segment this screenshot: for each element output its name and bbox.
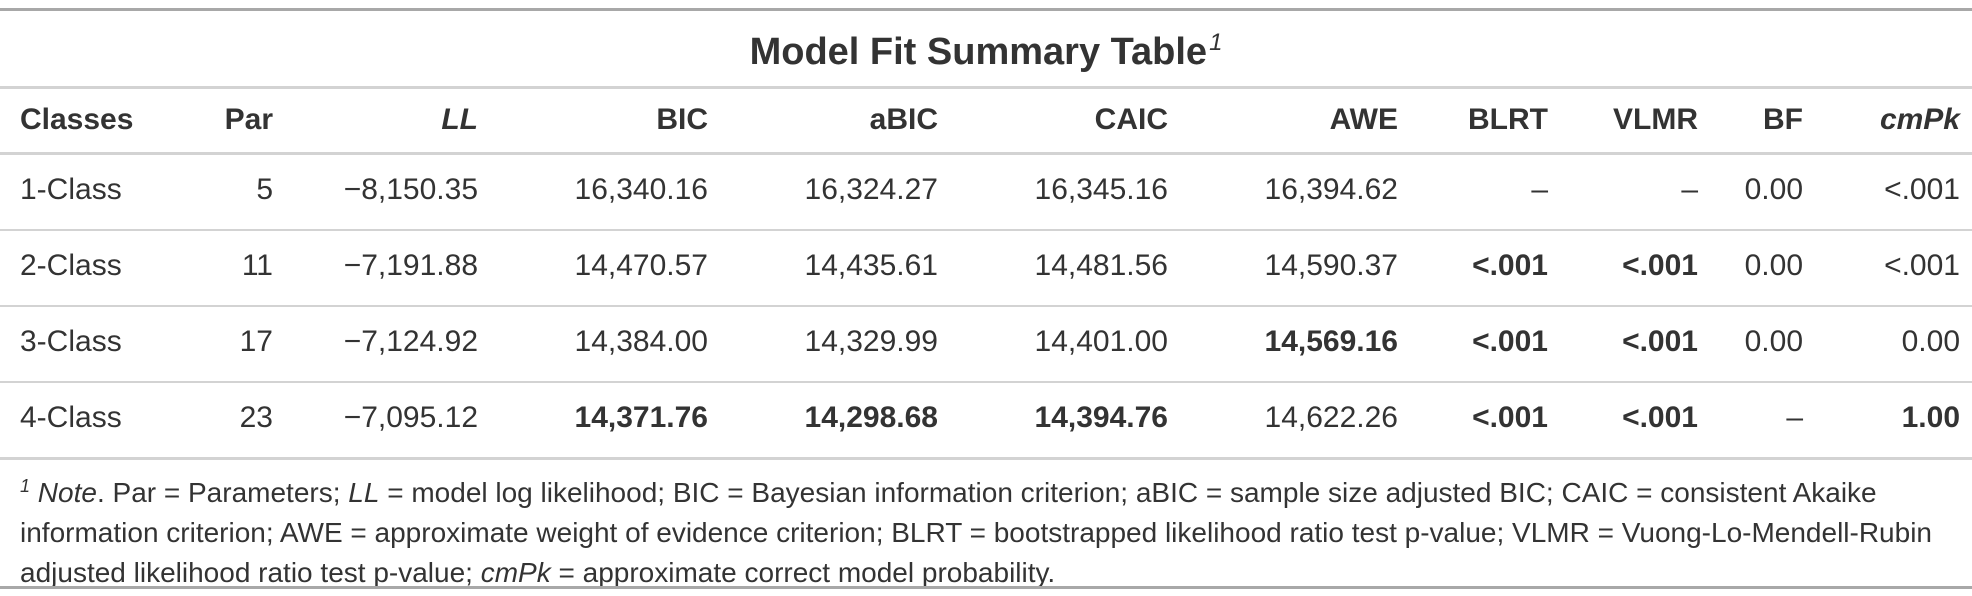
cell-abic: 14,435.61 [804, 249, 938, 282]
cell-awe: 14,622.26 [1264, 401, 1398, 434]
cell-vlmr: – [1681, 173, 1698, 206]
cell-abic: 16,324.27 [804, 173, 938, 206]
cell-vlmr: <.001 [1622, 401, 1698, 434]
cell-cmpk: 1.00 [1901, 401, 1960, 434]
cell-ll: −7,095.12 [343, 401, 478, 434]
body-bottom-divider [0, 457, 1972, 460]
cell-par: 23 [239, 401, 273, 434]
note-text-3: = approximate correct model probability. [550, 557, 1056, 588]
cell-awe: 14,590.37 [1264, 249, 1398, 282]
header-divider [0, 152, 1972, 155]
cell-bf: 0.00 [1744, 325, 1803, 358]
col-header-par: Par [224, 103, 273, 136]
col-header-blrt: BLRT [1468, 103, 1548, 136]
cell-ll: −7,191.88 [343, 249, 478, 282]
row-divider [0, 229, 1972, 231]
cell-par: 11 [241, 249, 273, 282]
table-row: 2-Class 11 −7,191.88 14,470.57 14,435.61… [0, 228, 1972, 304]
cell-classes: 2-Class [20, 249, 122, 282]
cell-bic: 16,340.16 [574, 173, 708, 206]
col-header-cmpk: cmPk [1879, 103, 1960, 136]
cell-blrt: <.001 [1472, 249, 1548, 282]
title-divider [0, 86, 1972, 89]
note-cmpk-label: cmPk [480, 557, 551, 588]
cell-bic: 14,470.57 [574, 249, 708, 282]
cell-classes: 4-Class [20, 401, 122, 434]
col-header-bic: BIC [656, 103, 708, 136]
col-header-awe: AWE [1329, 103, 1398, 136]
note-text-1: . Par = Parameters; [96, 477, 349, 508]
col-header-vlmr: VLMR [1613, 103, 1698, 136]
cell-classes: 1-Class [20, 173, 122, 206]
col-header-classes: Classes [20, 103, 134, 136]
cell-blrt: <.001 [1472, 325, 1548, 358]
cell-caic: 16,345.16 [1034, 173, 1168, 206]
cell-cmpk: <.001 [1884, 173, 1960, 206]
note-label: Note [37, 477, 97, 508]
table-top-border [0, 8, 1972, 11]
cell-bic: 14,371.76 [574, 401, 708, 434]
title-footnote-mark: 1 [1209, 28, 1223, 56]
cell-cmpk: 0.00 [1901, 325, 1960, 358]
cell-blrt: – [1531, 173, 1548, 206]
row-divider [0, 381, 1972, 383]
cell-bf: – [1786, 401, 1803, 434]
table-title: Model Fit Summary Table1 [749, 28, 1223, 73]
note-ll-label: LL [348, 477, 380, 508]
col-header-abic: aBIC [869, 103, 938, 136]
cell-vlmr: <.001 [1622, 325, 1698, 358]
table-title-row: Model Fit Summary Table1 [0, 16, 1972, 86]
row-divider [0, 305, 1972, 307]
table-row: 3-Class 17 −7,124.92 14,384.00 14,329.99… [0, 304, 1972, 380]
cell-blrt: <.001 [1472, 401, 1548, 434]
cell-awe: 16,394.62 [1264, 173, 1398, 206]
cell-cmpk: <.001 [1884, 249, 1960, 282]
cell-par: 17 [239, 325, 273, 358]
cell-awe: 14,569.16 [1264, 325, 1398, 358]
cell-abic: 14,329.99 [804, 325, 938, 358]
cell-ll: −7,124.92 [343, 325, 478, 358]
cell-bic: 14,384.00 [574, 325, 708, 358]
col-header-caic: CAIC [1094, 103, 1168, 136]
header-row: Classes Par LL BIC aBIC CAIC AWE BLRT VL… [0, 88, 1972, 152]
table-row: 4-Class 23 −7,095.12 14,371.76 14,298.68… [0, 380, 1972, 456]
table-row: 1-Class 5 −8,150.35 16,340.16 16,324.27 … [0, 152, 1972, 228]
footnote-mark: 1 [20, 476, 31, 496]
cell-caic: 14,401.00 [1034, 325, 1168, 358]
cell-caic: 14,481.56 [1034, 249, 1168, 282]
fit-table: Classes Par LL BIC aBIC CAIC AWE BLRT VL… [0, 88, 1972, 456]
cell-vlmr: <.001 [1622, 249, 1698, 282]
table-bottom-border [0, 586, 1972, 589]
col-header-ll: LL [441, 103, 478, 136]
cell-classes: 3-Class [20, 325, 122, 358]
note-text-2: = model log likelihood; BIC = Bayesian i… [20, 477, 1932, 588]
cell-ll: −8,150.35 [343, 173, 478, 206]
cell-abic: 14,298.68 [804, 401, 938, 434]
cell-bf: 0.00 [1744, 173, 1803, 206]
table-footnote: 1 Note. Par = Parameters; LL = model log… [20, 466, 1950, 593]
col-header-bf: BF [1763, 103, 1803, 136]
cell-caic: 14,394.76 [1034, 401, 1168, 434]
cell-bf: 0.00 [1744, 249, 1803, 282]
cell-par: 5 [256, 173, 273, 206]
